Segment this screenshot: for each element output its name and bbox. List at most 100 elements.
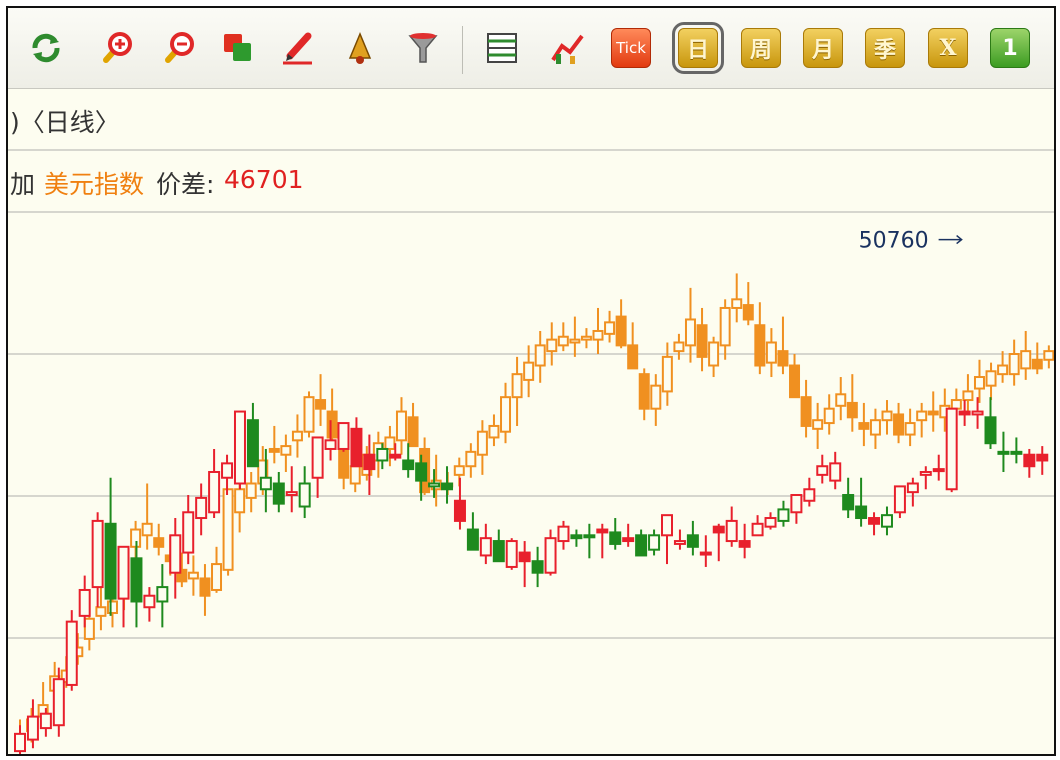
overlay-candle xyxy=(846,401,858,419)
alarm-bell-icon xyxy=(348,32,372,64)
main-candle xyxy=(466,528,479,551)
main-candle xyxy=(570,534,583,540)
main-candle xyxy=(971,410,984,416)
overlay-candle xyxy=(754,324,766,367)
overlay-candle xyxy=(95,606,107,617)
overlay-candle xyxy=(349,465,361,485)
overlay-candle xyxy=(742,304,754,321)
overlay-candle xyxy=(1008,353,1020,376)
overlay-candle xyxy=(997,364,1009,376)
overlay-candle xyxy=(176,568,188,583)
main-candle xyxy=(65,620,78,686)
index-info-row: 加 美元指数 价差: 46701 xyxy=(8,151,1054,213)
main-candle xyxy=(39,712,52,730)
main-candle xyxy=(919,470,932,476)
main-candle xyxy=(764,517,777,528)
overlay-candle xyxy=(604,321,616,335)
overlay-candle xyxy=(661,355,673,393)
candlestick-chart: 50760 xyxy=(8,229,1054,754)
main-candle xyxy=(285,491,298,497)
main-candle xyxy=(259,476,272,491)
main-candle xyxy=(479,537,492,557)
overlay-candle xyxy=(973,376,985,390)
overlay-candle xyxy=(719,306,731,347)
overlay-candle xyxy=(187,571,199,580)
overlay-candle xyxy=(800,396,812,427)
tick-button[interactable]: Tick xyxy=(611,28,651,68)
draw-pen-icon xyxy=(283,32,312,65)
overlay-candle xyxy=(303,396,315,433)
refresh-button[interactable] xyxy=(26,28,66,68)
period-month-label: 月 xyxy=(811,37,834,63)
main-candle xyxy=(777,508,790,522)
main-candle xyxy=(725,519,738,543)
overlay-candle xyxy=(916,410,928,422)
alarm-button[interactable] xyxy=(340,28,380,68)
main-candle xyxy=(673,540,686,545)
overlay-candle xyxy=(731,298,743,309)
overlay-candle xyxy=(106,600,118,614)
toolbar-separator xyxy=(462,26,463,74)
main-candle xyxy=(130,557,143,603)
main-candle xyxy=(143,594,156,609)
overlay-candle xyxy=(280,445,292,456)
main-candle xyxy=(855,505,868,520)
main-candle xyxy=(945,407,958,491)
indicator-chart-icon xyxy=(551,34,584,64)
main-candle xyxy=(221,462,234,479)
overlay-candle xyxy=(500,396,512,433)
main-candle xyxy=(544,537,557,574)
main-candle xyxy=(182,511,195,554)
main-candle xyxy=(441,482,454,491)
overlay-candle xyxy=(407,416,419,448)
overlay-candle xyxy=(1020,350,1032,370)
copy-button[interactable] xyxy=(218,28,258,68)
overlay-candle xyxy=(488,424,500,439)
main-candle xyxy=(686,534,699,548)
main-candle xyxy=(868,517,881,525)
main-candle xyxy=(492,540,505,563)
filter-funnel-icon xyxy=(408,33,438,63)
indicator-button[interactable] xyxy=(548,28,588,68)
zoom-out-button[interactable] xyxy=(158,28,198,68)
period-custom-label: X xyxy=(939,35,957,61)
period-week-label: 周 xyxy=(749,37,772,63)
period-quarter-button[interactable]: 季 xyxy=(865,28,905,68)
overlay-candle xyxy=(708,341,720,367)
overlay-candle xyxy=(511,373,523,399)
period-month-button[interactable]: 月 xyxy=(803,28,843,68)
overlay-candle xyxy=(638,373,650,410)
main-candle xyxy=(751,522,764,537)
filter-button[interactable] xyxy=(403,28,443,68)
index-name: 美元指数 xyxy=(44,170,145,199)
zoom-in-icon xyxy=(103,32,132,63)
main-candle xyxy=(363,453,376,471)
period-custom-button[interactable]: X xyxy=(928,28,968,68)
period-week-button[interactable]: 周 xyxy=(741,28,781,68)
main-candle xyxy=(803,488,816,502)
main-candle xyxy=(350,427,363,468)
overlay-candle xyxy=(465,450,477,468)
overlay-candle xyxy=(858,422,870,430)
overlay-candle xyxy=(523,361,535,381)
overlay-candle xyxy=(893,413,905,436)
main-candle xyxy=(272,482,285,505)
table-view-button[interactable] xyxy=(482,28,522,68)
main-candle xyxy=(842,494,855,511)
overlay-candle xyxy=(962,390,974,402)
draw-button[interactable] xyxy=(278,28,318,68)
zoom-in-button[interactable] xyxy=(96,28,136,68)
overlay-candle xyxy=(234,488,246,514)
overlay-candle xyxy=(823,407,835,425)
info-prefix: 加 xyxy=(10,170,36,199)
main-candle xyxy=(609,531,622,545)
main-candle xyxy=(505,540,518,568)
main-candle xyxy=(906,482,919,494)
period-one-minute-button[interactable]: 1 xyxy=(990,28,1030,68)
overlay-candle xyxy=(141,522,153,537)
main-candle xyxy=(78,588,91,617)
main-candle xyxy=(233,410,246,485)
period-day-button[interactable]: 日 xyxy=(672,22,724,74)
main-candle xyxy=(557,525,570,543)
main-candle xyxy=(298,482,311,508)
